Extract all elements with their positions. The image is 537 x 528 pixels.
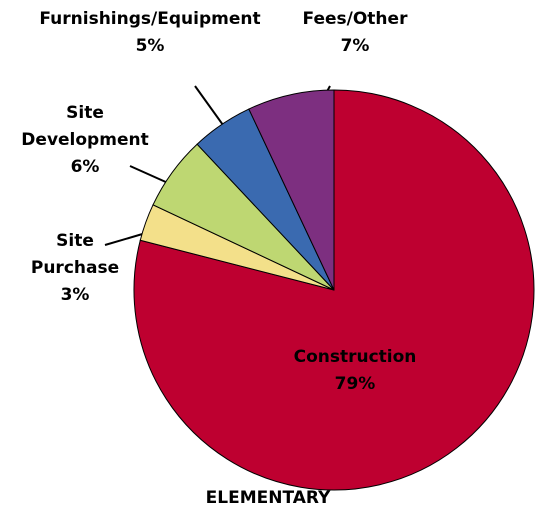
category-label: Site Development	[21, 103, 149, 150]
value-label: 6%	[70, 157, 100, 177]
slice-label: Fees/Other 7%	[285, 6, 425, 60]
slice-label: Furnishings/Equipment 5%	[20, 6, 280, 60]
value-label: 7%	[340, 36, 370, 56]
category-label: Fees/Other	[302, 9, 408, 29]
slice-label: Site Purchase 3%	[15, 228, 135, 309]
category-label: Construction	[293, 347, 417, 367]
category-label: Site Purchase	[30, 231, 120, 278]
category-label: Furnishings/Equipment	[39, 9, 261, 29]
value-label: 3%	[60, 285, 90, 305]
value-label: 5%	[135, 36, 165, 56]
chart-title: ELEMENTARY	[205, 488, 331, 508]
pie-slice	[248, 89, 335, 291]
slice-label: Site Development 6%	[15, 100, 155, 181]
value-label: 79%	[334, 374, 376, 394]
slices	[133, 89, 535, 491]
slice-label: Construction 79%	[245, 344, 465, 398]
